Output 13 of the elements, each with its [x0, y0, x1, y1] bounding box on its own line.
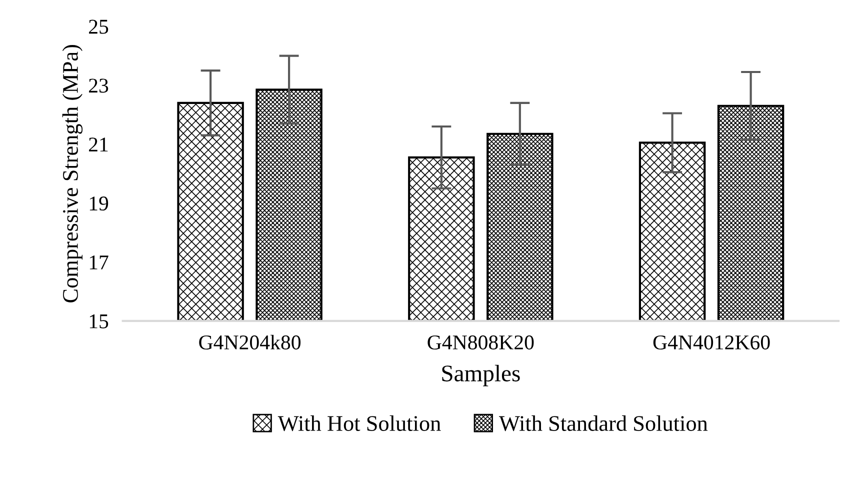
y-tick-label: 19 [90, 196, 108, 211]
x-tick-label: G4N808K20 [428, 335, 534, 350]
y-tick-label: 15 [90, 314, 108, 328]
x-axis-title: Samples [442, 364, 520, 386]
y-tick-label: 23 [89, 78, 108, 93]
y-tick-label: 25 [89, 20, 108, 34]
x-tick-label: G4N204k80 [199, 334, 301, 350]
legend-label: With Standard Solution [498, 415, 708, 432]
y-tick-label: 17 [90, 255, 108, 270]
legend-label: With Hot Solution [278, 415, 441, 432]
y-tick-label: 21 [89, 138, 108, 152]
y-axis-title: Compressive Strength (MPa) [62, 45, 83, 302]
x-tick-label: G4N4012K60 [653, 335, 770, 350]
